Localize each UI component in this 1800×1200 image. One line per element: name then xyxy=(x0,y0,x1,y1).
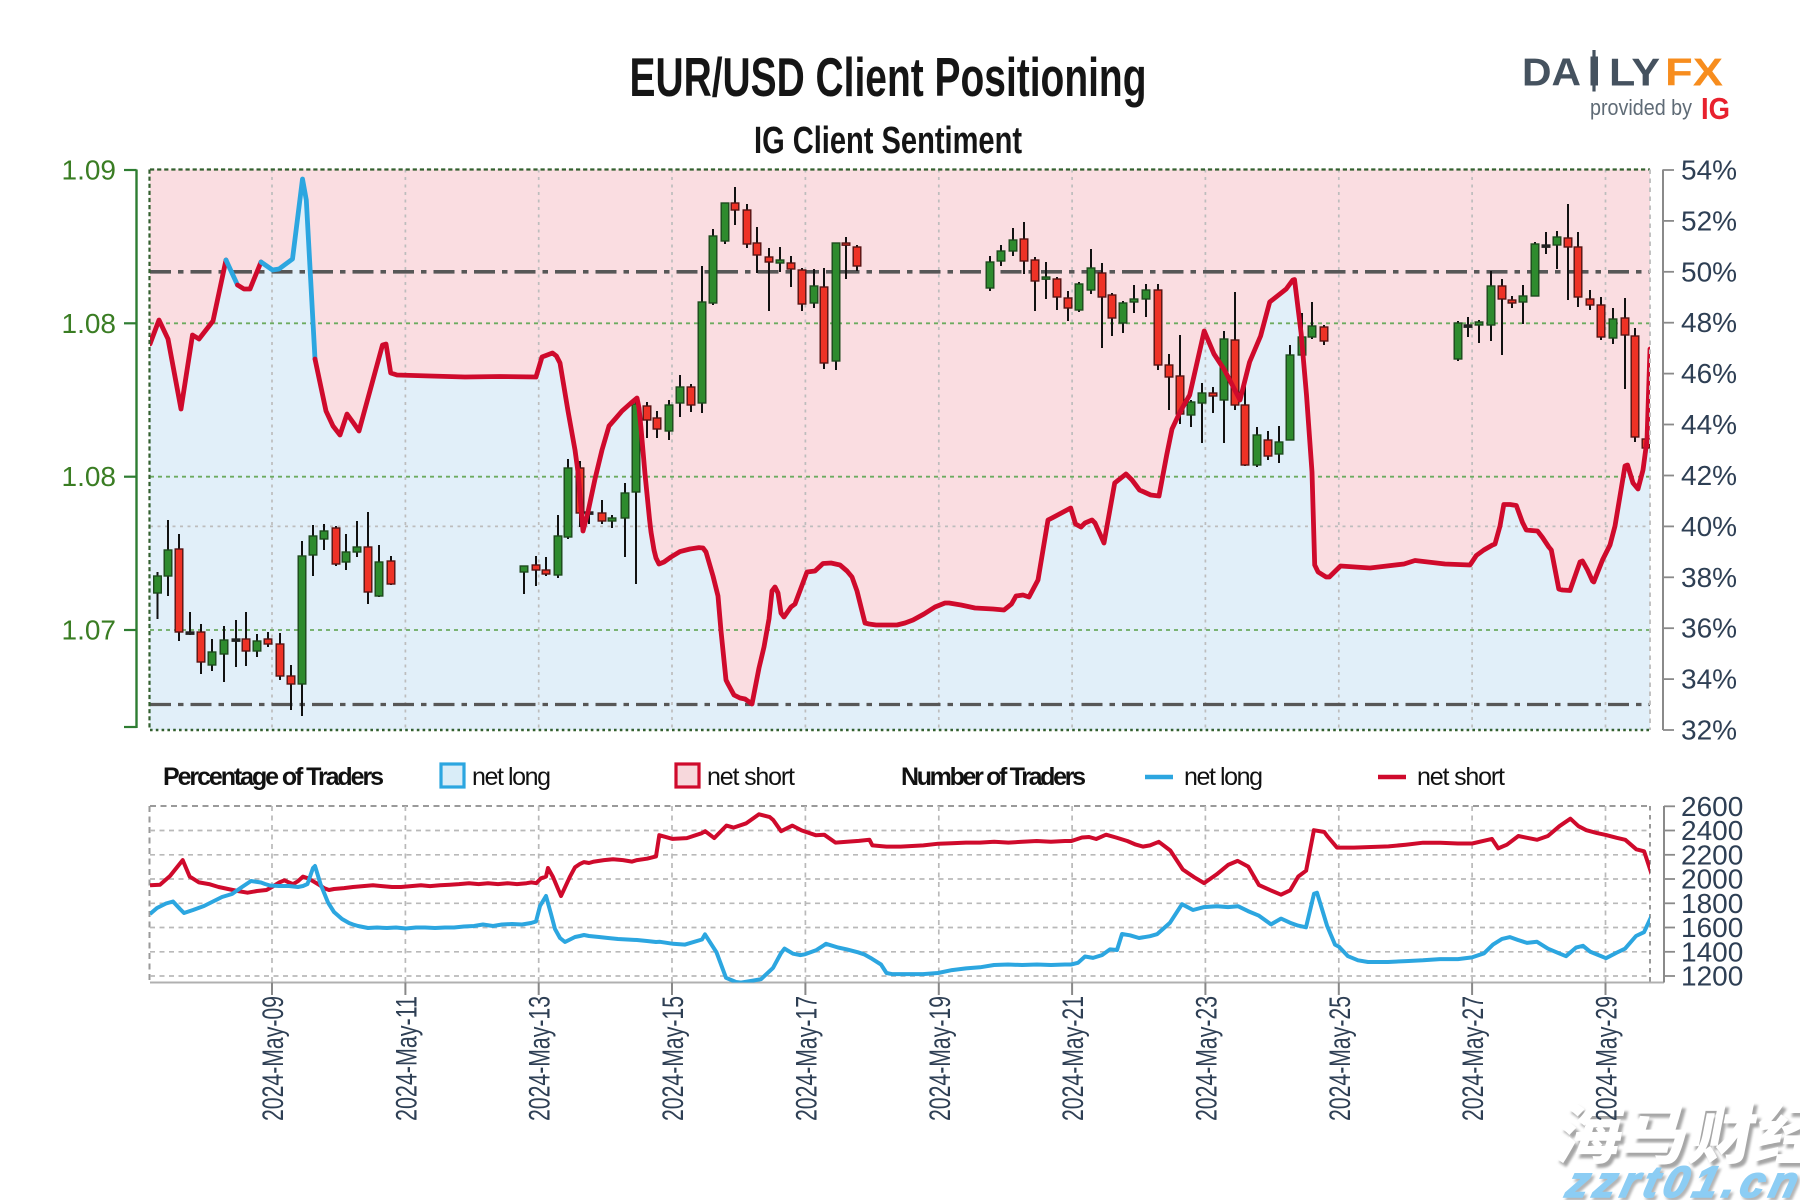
svg-text:1.07: 1.07 xyxy=(62,615,117,646)
svg-text:1.09: 1.09 xyxy=(62,155,117,186)
svg-text:DA: DA xyxy=(1522,52,1581,95)
svg-text:zzrt01.cn: zzrt01.cn xyxy=(1563,1162,1800,1200)
svg-text:IG Client Sentiment: IG Client Sentiment xyxy=(754,120,1022,162)
svg-text:2400: 2400 xyxy=(1681,815,1743,846)
svg-text:32%: 32% xyxy=(1681,715,1737,746)
svg-text:50%: 50% xyxy=(1681,256,1737,287)
svg-text:2024-May-29: 2024-May-29 xyxy=(1591,996,1624,1121)
svg-text:44%: 44% xyxy=(1681,409,1737,440)
svg-text:IG: IG xyxy=(1701,91,1730,126)
svg-text:2024-May-23: 2024-May-23 xyxy=(1190,996,1223,1121)
svg-text:34%: 34% xyxy=(1681,664,1737,695)
svg-text:42%: 42% xyxy=(1681,460,1737,491)
svg-text:2000: 2000 xyxy=(1681,864,1743,895)
svg-text:1400: 1400 xyxy=(1681,936,1743,967)
svg-text:net long: net long xyxy=(1184,763,1263,791)
svg-text:2024-May-15: 2024-May-15 xyxy=(657,996,690,1121)
svg-text:Number of Traders: Number of Traders xyxy=(901,763,1086,791)
svg-text:2024-May-13: 2024-May-13 xyxy=(524,996,557,1121)
svg-text:52%: 52% xyxy=(1681,205,1737,236)
svg-text:Percentage of Traders: Percentage of Traders xyxy=(163,763,384,791)
svg-text:40%: 40% xyxy=(1681,511,1737,542)
svg-text:1200: 1200 xyxy=(1681,961,1743,992)
svg-text:1600: 1600 xyxy=(1681,912,1743,943)
svg-text:EUR/USD Client Positioning: EUR/USD Client Positioning xyxy=(630,46,1147,108)
svg-text:2024-May-09: 2024-May-09 xyxy=(257,996,290,1121)
svg-text:2024-May-27: 2024-May-27 xyxy=(1457,996,1490,1121)
svg-text:48%: 48% xyxy=(1681,307,1737,338)
svg-text:2600: 2600 xyxy=(1681,791,1743,822)
svg-text:2200: 2200 xyxy=(1681,839,1743,870)
svg-text:net long: net long xyxy=(472,763,551,791)
svg-text:38%: 38% xyxy=(1681,562,1737,593)
svg-text:1.08: 1.08 xyxy=(62,461,117,492)
svg-text:FX: FX xyxy=(1665,52,1723,95)
svg-text:2024-May-11: 2024-May-11 xyxy=(390,996,423,1121)
svg-text:net short: net short xyxy=(707,763,795,791)
svg-text:zzrt01.cn: zzrt01.cn xyxy=(1561,1159,1800,1200)
svg-text:net short: net short xyxy=(1417,763,1505,791)
svg-text:2024-May-17: 2024-May-17 xyxy=(790,996,823,1121)
svg-text:LY: LY xyxy=(1609,52,1660,95)
svg-text:2024-May-19: 2024-May-19 xyxy=(924,996,957,1121)
svg-text:36%: 36% xyxy=(1681,613,1737,644)
svg-text:46%: 46% xyxy=(1681,358,1737,389)
svg-text:1800: 1800 xyxy=(1681,888,1743,919)
svg-text:provided by: provided by xyxy=(1590,95,1692,120)
svg-text:54%: 54% xyxy=(1681,155,1737,186)
svg-text:2024-May-21: 2024-May-21 xyxy=(1057,996,1090,1121)
svg-text:2024-May-25: 2024-May-25 xyxy=(1324,996,1357,1121)
svg-text:1.08: 1.08 xyxy=(62,308,117,339)
